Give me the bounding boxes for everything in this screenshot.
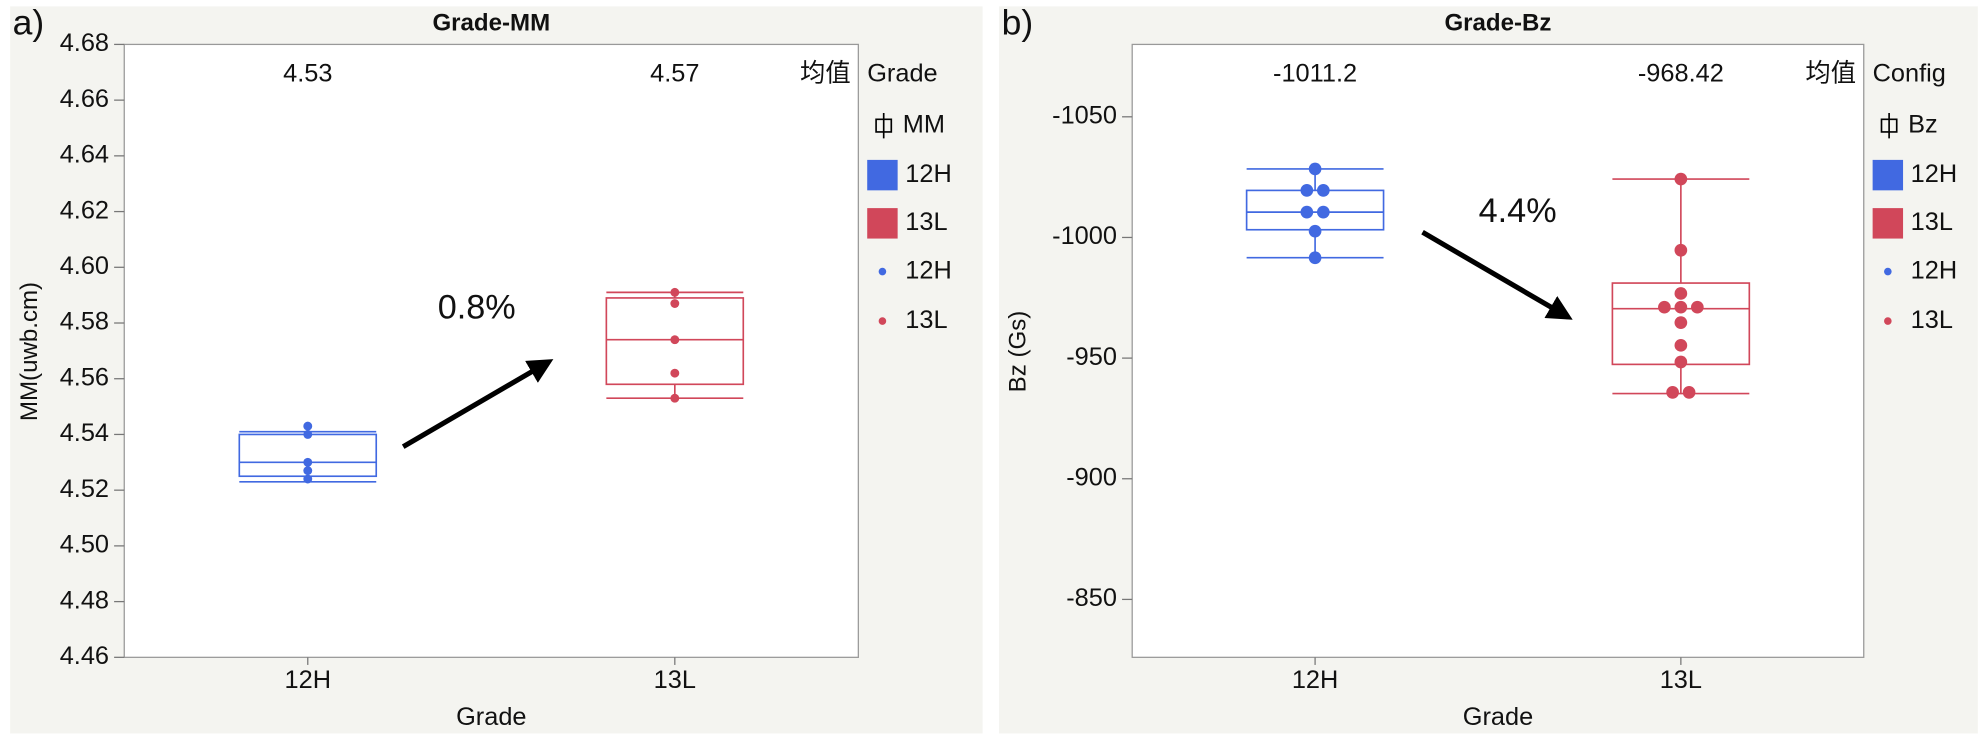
- data-point: [1308, 224, 1322, 238]
- x-tick-label: 13L: [654, 666, 696, 694]
- data-point: [303, 466, 313, 476]
- y-tick-label: 4.56: [60, 363, 109, 391]
- legend-dot: [878, 267, 887, 276]
- chart-title: Grade-Bz: [1444, 9, 1551, 36]
- data-point: [670, 368, 680, 378]
- legend-label: 13L: [1911, 306, 1953, 334]
- mean-value: -968.42: [1638, 60, 1724, 88]
- y-tick-label: -950: [1066, 343, 1117, 371]
- legend-title: Grade: [867, 60, 937, 88]
- legend-label: 12H: [905, 160, 952, 188]
- panel: b) Grade-Bz Bz (Gs) Grade 均值 -1050 -1000 -950 -9…: [999, 3, 1978, 734]
- arrow: [1421, 230, 1573, 320]
- legend-label: 12H: [1911, 160, 1958, 188]
- data-point: [1308, 162, 1322, 176]
- arrow: [401, 359, 554, 449]
- data-point: [670, 393, 680, 403]
- plot-area: [123, 43, 859, 658]
- y-tick-label: 4.62: [60, 196, 109, 224]
- mean-label: 均值: [1805, 60, 1856, 88]
- x-tick-label: 12H: [1292, 666, 1339, 694]
- legend-label: MM: [903, 110, 945, 138]
- y-tick-label: 4.50: [60, 531, 109, 559]
- y-tick-label: 4.64: [60, 141, 109, 169]
- data-point: [1674, 243, 1688, 257]
- legend-box-icon: [1880, 112, 1898, 139]
- x-axis-label: Grade: [1463, 703, 1533, 731]
- legend-dot: [1884, 317, 1892, 325]
- y-tick-label: -1050: [1052, 102, 1117, 130]
- legend-label: 13L: [1911, 208, 1953, 236]
- data-point: [1316, 205, 1330, 219]
- panel: a) Grade-MM MM(uwb.cm) Grade 均值 4.46 4.48 4.50 4…: [10, 3, 983, 734]
- y-tick-label: -1000: [1052, 222, 1117, 250]
- data-point: [1674, 355, 1688, 369]
- legend-box-icon: [875, 112, 893, 139]
- legend-label: 13L: [905, 306, 947, 334]
- y-tick-label: -900: [1066, 463, 1117, 491]
- y-axis-label: Bz (Gs): [1005, 311, 1032, 393]
- chart-title: Grade-MM: [432, 9, 550, 36]
- y-tick-label: 4.46: [60, 642, 109, 670]
- y-axis-label: MM(uwb.cm): [16, 282, 43, 421]
- legend-dot: [878, 317, 887, 325]
- legend-swatch: [867, 159, 898, 191]
- legend-label: 12H: [1911, 256, 1958, 284]
- data-point: [670, 335, 680, 345]
- mean-value: -1011.2: [1273, 60, 1357, 88]
- annotation: 4.4%: [1479, 192, 1557, 230]
- data-point: [1300, 184, 1314, 197]
- legend-dot: [1884, 267, 1892, 276]
- legend-label: Bz: [1908, 110, 1938, 138]
- data-point: [303, 421, 313, 431]
- y-tick-label: 4.52: [60, 475, 109, 503]
- data-point: [1308, 251, 1322, 265]
- y-tick-label: 4.54: [60, 419, 109, 447]
- panel-label: b): [1002, 3, 1034, 43]
- legend-title: Config: [1873, 60, 1946, 88]
- data-point: [670, 299, 680, 308]
- mean-value: 4.53: [283, 60, 332, 88]
- y-tick-label: 4.58: [60, 308, 109, 336]
- data-point: [1316, 184, 1330, 197]
- data-point: [1674, 172, 1688, 186]
- legend-swatch: [1872, 159, 1904, 191]
- data-point: [303, 474, 313, 484]
- x-axis-label: Grade: [456, 703, 526, 731]
- y-tick-label: 4.60: [60, 252, 109, 280]
- x-tick-label: 13L: [1660, 666, 1702, 694]
- data-point: [1674, 287, 1688, 300]
- data-point: [670, 287, 680, 297]
- x-tick-label: 12H: [285, 666, 332, 694]
- data-point: [1674, 316, 1688, 329]
- data-point: [1300, 205, 1314, 219]
- annotation: 0.8%: [438, 289, 516, 327]
- data-point: [1691, 300, 1704, 314]
- legend-label: 12H: [905, 256, 952, 284]
- data-point: [1682, 386, 1696, 399]
- legend-swatch: [867, 208, 898, 239]
- data-point: [1658, 300, 1671, 314]
- plot-area: [1131, 43, 1865, 658]
- data-point: [1674, 300, 1688, 314]
- mean-value: 4.57: [650, 60, 699, 88]
- data-point: [303, 430, 313, 439]
- y-tick-label: 4.68: [60, 29, 109, 57]
- y-tick-label: 4.48: [60, 586, 109, 614]
- y-tick-label: -850: [1066, 584, 1117, 612]
- legend-label: 13L: [905, 208, 947, 236]
- data-point: [1666, 386, 1679, 399]
- data-point: [1674, 338, 1688, 352]
- legend-swatch: [1872, 208, 1904, 239]
- y-tick-label: 4.66: [60, 85, 109, 113]
- panel-label: a): [13, 3, 45, 43]
- mean-label: 均值: [800, 60, 851, 88]
- data-point: [303, 457, 313, 467]
- box: [605, 297, 745, 386]
